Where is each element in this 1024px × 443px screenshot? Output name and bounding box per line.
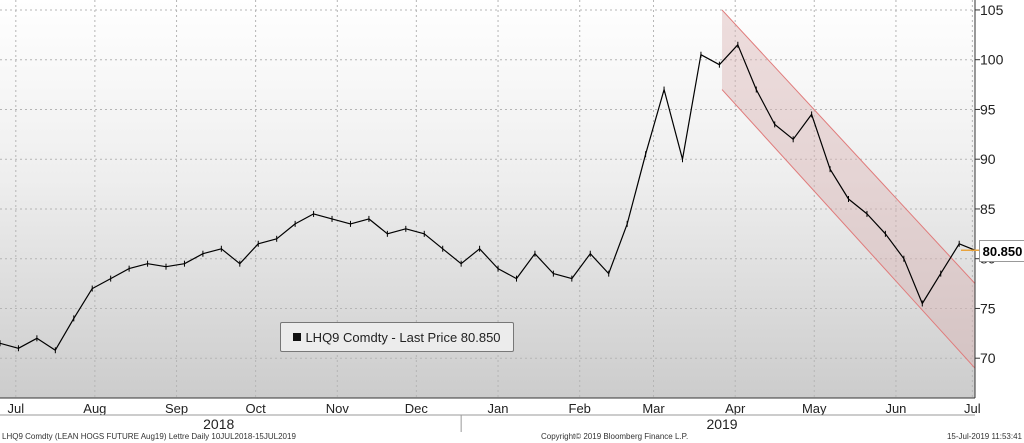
year-label: 2019 (706, 416, 737, 432)
x-tick-label: Jun (885, 401, 906, 416)
channel-fill (722, 9, 975, 369)
chart-legend: LHQ9 Comdty - Last Price 80.850 (280, 322, 514, 352)
x-tick-label: Jan (488, 401, 509, 416)
x-tick-label: Apr (725, 401, 746, 416)
price-series (0, 41, 976, 354)
x-tick-label: Mar (642, 401, 665, 416)
channel-upper-line (721, 9, 976, 284)
price-line (0, 44, 976, 351)
y-tick-label: 90 (980, 151, 996, 167)
y-tick-label: 95 (980, 101, 996, 117)
x-tick-label: Dec (405, 401, 429, 416)
footer-security-info: LHQ9 Comdty (LEAN HOGS FUTURE Aug19) Let… (2, 432, 296, 441)
x-tick-label: Jul (964, 401, 981, 416)
x-tick-label: Nov (326, 401, 350, 416)
year-label: 2018 (203, 416, 234, 432)
price-chart: 707580859095100105 JulAugSepOctNovDecJan… (0, 0, 1004, 432)
y-tick-label: 75 (980, 300, 996, 316)
x-tick-label: Feb (569, 401, 591, 416)
footer-bar: LHQ9 Comdty (LEAN HOGS FUTURE Aug19) Let… (0, 432, 1024, 443)
x-tick-label: Oct (245, 401, 266, 416)
channel-lower-line (721, 89, 976, 369)
footer-timestamp: 15-Jul-2019 11:53:41 (946, 432, 1022, 441)
trend-channel (721, 9, 976, 369)
x-tick-label: Sep (165, 401, 188, 416)
last-price-tag: 80.850 (979, 240, 1024, 263)
x-axis: Jul Aug Sep Oct Nov Dec Jan Feb Mar Apr May Jun Jul 2… (0, 397, 981, 432)
y-tick-label: 100 (980, 52, 1004, 68)
legend-label: LHQ9 Comdty - Last Price 80.850 (305, 329, 501, 345)
legend-marker (293, 333, 302, 341)
y-tick-label: 70 (980, 350, 996, 366)
x-tick-label: Aug (83, 401, 106, 416)
x-tick-label: Jul (7, 401, 24, 416)
y-tick-label: 85 (980, 201, 996, 217)
x-tick-label: May (802, 401, 827, 416)
footer-copyright: Copyright© 2019 Bloomberg Finance L.P. (541, 432, 689, 441)
y-tick-label: 105 (980, 2, 1004, 18)
